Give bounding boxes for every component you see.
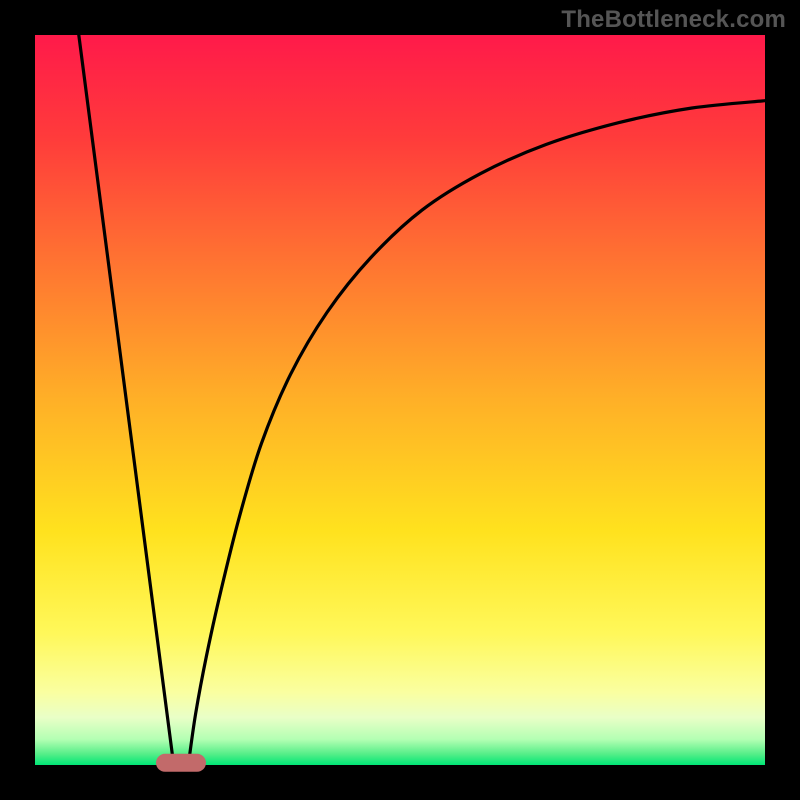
plot-background [35, 35, 765, 765]
bottleneck-chart [0, 0, 800, 800]
optimal-point-marker [156, 754, 206, 772]
chart-container: TheBottleneck.com [0, 0, 800, 800]
watermark-text: TheBottleneck.com [561, 6, 786, 34]
